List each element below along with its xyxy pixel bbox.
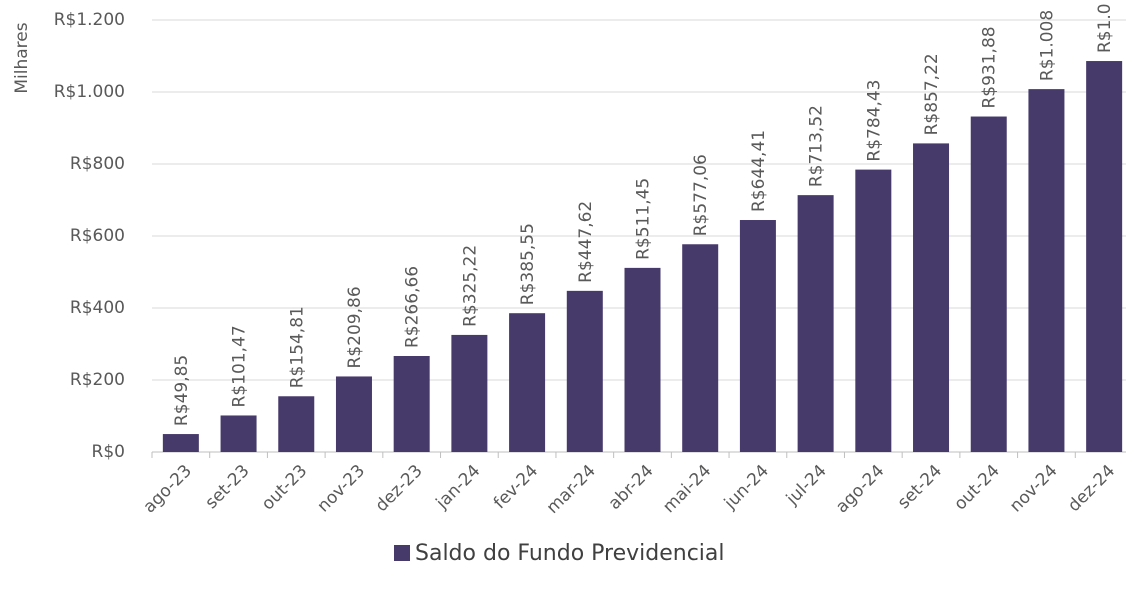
x-tick-label: mar-24	[543, 461, 600, 518]
bar	[682, 244, 719, 452]
value-label: R$577,06	[691, 154, 711, 236]
bar	[566, 290, 603, 452]
bar	[509, 313, 546, 452]
x-tick-label: out-24	[950, 461, 1003, 514]
x-tick-label: nov-23	[314, 461, 370, 517]
x-tick-label: out-23	[258, 461, 311, 514]
x-tick-label: ago-24	[832, 461, 888, 517]
value-label: R$784,43	[864, 79, 884, 161]
value-label: R$644,41	[749, 130, 769, 212]
bar	[393, 356, 430, 452]
bar	[278, 396, 315, 452]
x-tick-label: mai-24	[659, 461, 715, 517]
value-label: R$154,81	[287, 306, 307, 388]
value-label: R$266,66	[403, 266, 423, 348]
y-tick-label: R$1.000	[54, 82, 125, 102]
y-tick-label: R$0	[92, 442, 125, 462]
value-label: R$1.008	[1037, 10, 1057, 81]
x-tick-label: set-24	[894, 461, 946, 513]
x-tick-label: jul-24	[782, 461, 831, 510]
value-label: R$713,52	[807, 105, 827, 187]
value-label: R$209,86	[345, 286, 365, 368]
value-label: R$325,22	[460, 245, 480, 327]
value-label: R$511,45	[634, 178, 654, 260]
value-label: R$101,47	[230, 325, 250, 407]
value-label: R$857,22	[922, 53, 942, 135]
value-label: R$447,62	[576, 201, 596, 283]
bar	[451, 334, 488, 452]
y-axis-label: Milhares	[12, 22, 32, 93]
bar	[220, 415, 257, 452]
value-label: R$49,85	[172, 355, 192, 426]
y-tick-label: R$600	[70, 226, 125, 246]
x-tick-label: nov-24	[1006, 461, 1062, 517]
y-tick-label: R$200	[70, 370, 125, 390]
bar	[335, 376, 372, 452]
bar	[913, 143, 950, 452]
y-tick-label: R$1.200	[54, 10, 125, 30]
value-label: R$385,55	[518, 223, 538, 305]
legend-swatch	[394, 545, 410, 561]
bar	[162, 434, 199, 452]
bar	[970, 116, 1007, 453]
legend-label: Saldo do Fundo Previdencial	[415, 541, 725, 566]
bar	[797, 195, 834, 452]
bar	[1086, 61, 1123, 452]
x-tick-label: dez-24	[1064, 461, 1119, 516]
y-tick-label: R$400	[70, 298, 125, 318]
x-tick-label: fev-24	[490, 461, 542, 513]
x-tick-label: ago-23	[140, 461, 196, 517]
bar	[624, 267, 661, 452]
y-tick-label: R$800	[70, 154, 125, 174]
bar	[1028, 89, 1065, 453]
value-label: R$931,88	[980, 26, 1000, 108]
x-tick-label: abr-24	[605, 461, 658, 514]
value-label: R$1.0	[1095, 3, 1115, 53]
bar	[855, 169, 892, 452]
x-tick-label: set-23	[201, 461, 253, 513]
x-tick-label: jun-24	[720, 461, 773, 514]
x-tick-label: jan-24	[432, 461, 485, 514]
x-tick-label: dez-23	[372, 461, 427, 516]
bar	[739, 220, 776, 452]
